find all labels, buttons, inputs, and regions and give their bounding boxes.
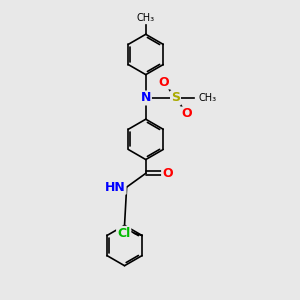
Text: O: O xyxy=(162,167,173,180)
Text: CH₃: CH₃ xyxy=(199,93,217,103)
Text: CH₃: CH₃ xyxy=(137,13,155,22)
Text: Cl: Cl xyxy=(117,227,130,240)
Text: HN: HN xyxy=(105,181,126,194)
Text: S: S xyxy=(171,92,180,104)
Text: O: O xyxy=(182,107,193,120)
Text: N: N xyxy=(141,92,151,104)
Text: O: O xyxy=(158,76,169,88)
